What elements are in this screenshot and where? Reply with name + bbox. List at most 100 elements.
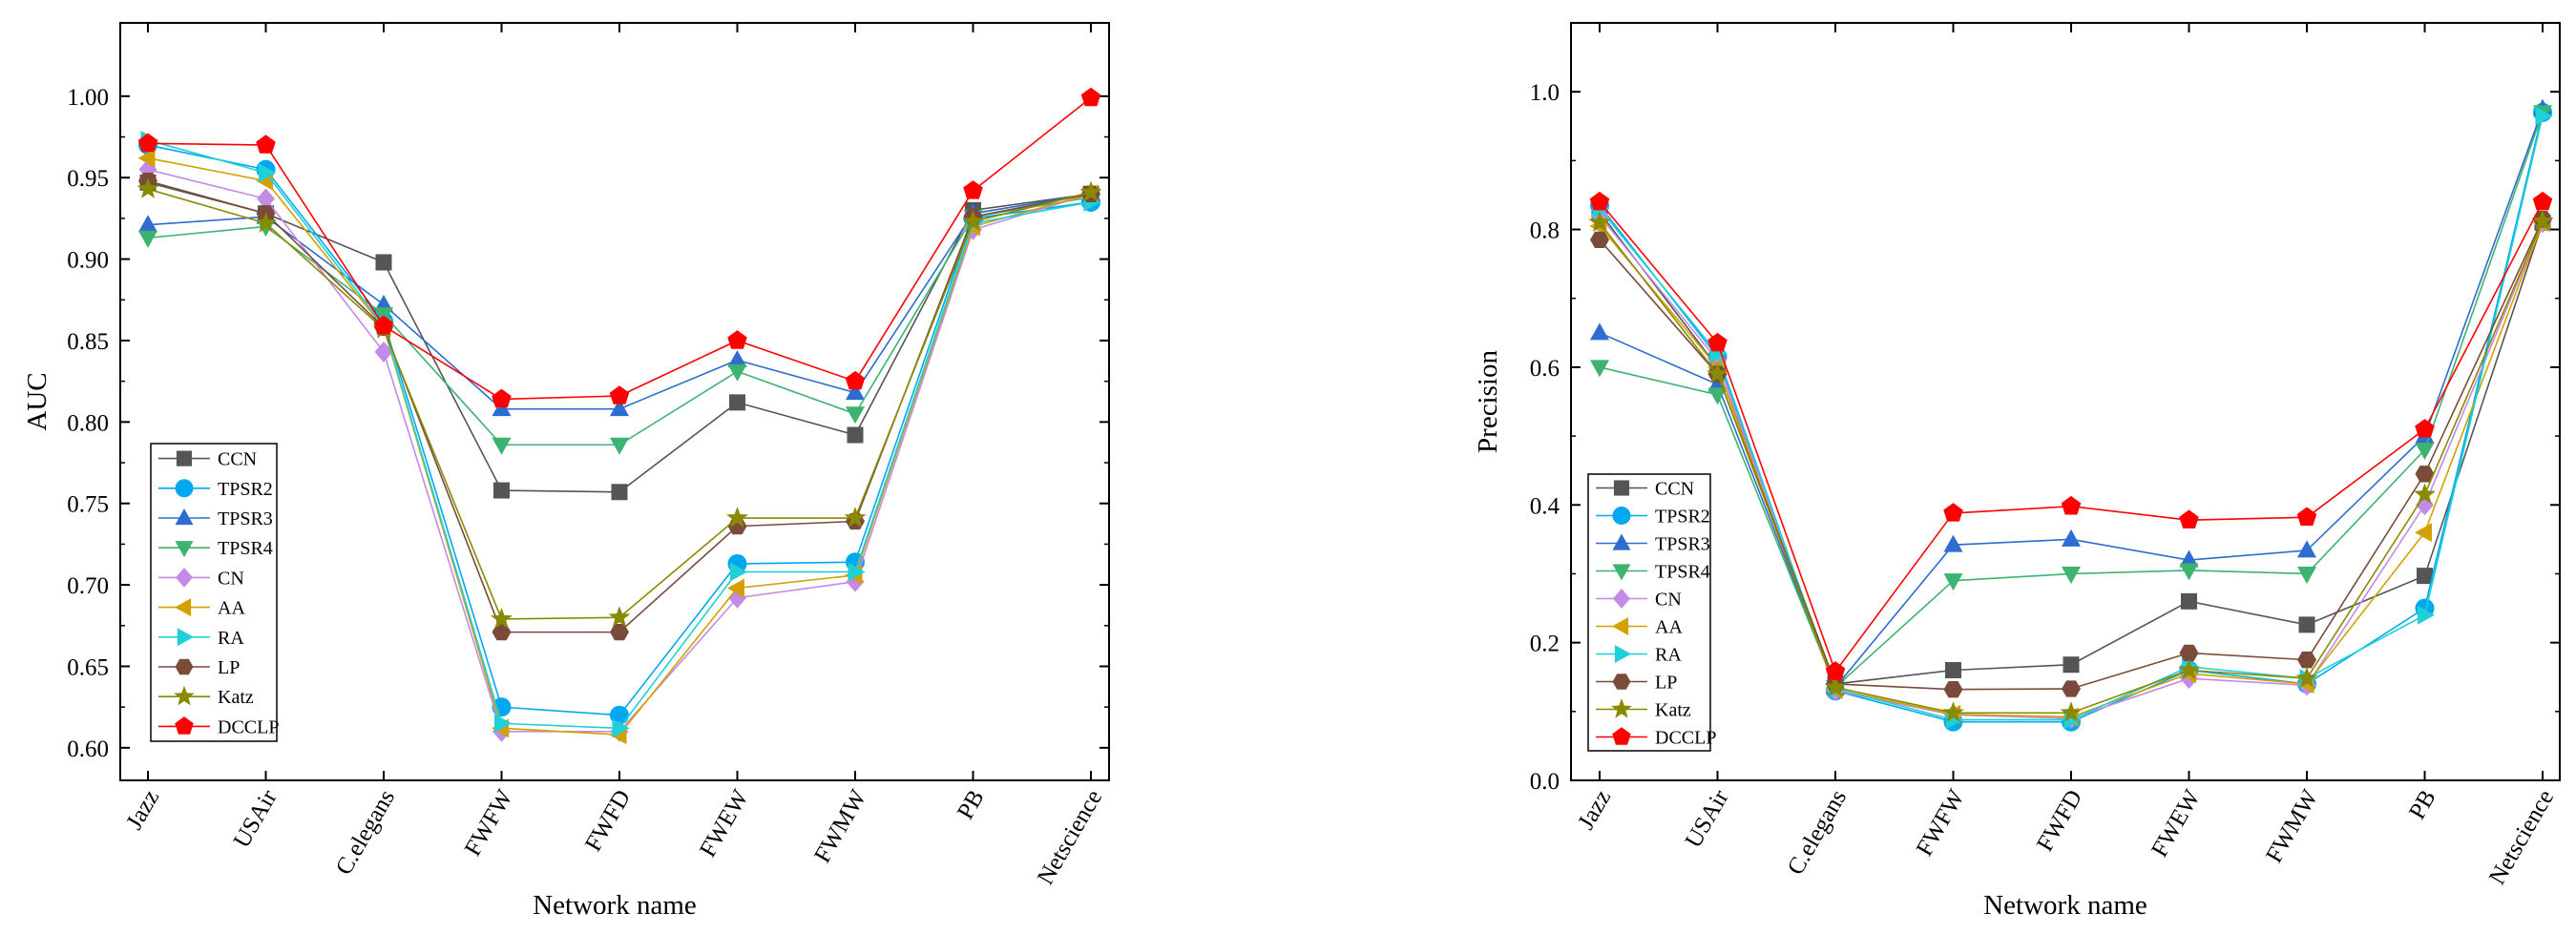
legend-marker bbox=[175, 541, 194, 558]
legend-label: TPSR2 bbox=[1655, 507, 1710, 528]
legend-entry: TPSR4 bbox=[158, 538, 273, 559]
legend-entry: CCN bbox=[1596, 479, 1694, 500]
legend-label: DCCLP bbox=[218, 716, 279, 737]
data-point-ccn bbox=[611, 484, 628, 501]
legend-entry: AA bbox=[158, 598, 245, 619]
data-point-tpsr4 bbox=[727, 363, 747, 382]
data-point-tpsr4 bbox=[1590, 360, 1609, 378]
data-point-aa bbox=[727, 578, 744, 598]
legend-entry: RA bbox=[1596, 645, 1682, 666]
x-tick-label: USAir bbox=[229, 785, 283, 853]
y-tick-label: 0.0 bbox=[1530, 769, 1560, 795]
data-point-tpsr4 bbox=[2297, 566, 2316, 584]
legend-label: CN bbox=[218, 568, 244, 589]
legend-label: LP bbox=[1655, 673, 1677, 694]
legend-marker bbox=[174, 685, 195, 706]
legend-label: RA bbox=[218, 628, 244, 649]
data-point-tpsr4 bbox=[1707, 387, 1728, 405]
data-point-dcclp bbox=[727, 330, 747, 349]
x-tick-label: C.elegans bbox=[331, 786, 400, 880]
data-point-ccn bbox=[2063, 656, 2080, 674]
legend-label: TPSR3 bbox=[218, 508, 273, 529]
x-tick-label: FWFW bbox=[1912, 785, 1970, 860]
data-point-lp bbox=[2062, 680, 2081, 697]
data-point-dcclp bbox=[2532, 191, 2553, 211]
series-line-tpsr3 bbox=[1599, 108, 2544, 690]
data-point-dcclp bbox=[256, 135, 276, 154]
legend-marker bbox=[1612, 507, 1631, 525]
legend-entry: CCN bbox=[158, 449, 257, 470]
series-line-ra bbox=[1599, 115, 2544, 721]
x-tick-label: FWMW bbox=[809, 785, 871, 867]
legend-label: AA bbox=[218, 598, 245, 619]
legend-entry: Katz bbox=[158, 685, 254, 708]
data-point-katz bbox=[1824, 675, 1847, 697]
legend-label: TPSR3 bbox=[1655, 534, 1710, 555]
data-point-katz bbox=[255, 212, 277, 233]
data-point-dcclp bbox=[1825, 661, 1846, 680]
legend-entry: CN bbox=[158, 567, 244, 589]
data-point-katz bbox=[136, 177, 159, 198]
legend-label: CCN bbox=[218, 449, 257, 470]
series-tpsr3 bbox=[1590, 98, 2552, 695]
series-line-tpsr2 bbox=[1599, 112, 2544, 723]
data-point-dcclp bbox=[373, 315, 394, 335]
data-point-dcclp bbox=[1080, 87, 1101, 107]
x-tick-label: Jazz bbox=[121, 786, 164, 835]
plot-frame bbox=[1570, 22, 2561, 781]
legend-entry: Katz bbox=[1596, 698, 1691, 721]
data-point-tpsr3 bbox=[1590, 322, 1609, 341]
legend-marker bbox=[1612, 617, 1629, 635]
data-point-dcclp bbox=[963, 180, 983, 199]
data-point-ccn bbox=[375, 254, 392, 271]
data-point-katz bbox=[2178, 658, 2200, 680]
data-point-katz bbox=[962, 210, 984, 232]
x-axis-title: Network name bbox=[1983, 890, 2147, 921]
data-point-ra bbox=[612, 718, 630, 738]
data-point-lp bbox=[2415, 466, 2435, 483]
legend-entry: RA bbox=[158, 628, 244, 649]
series-line-cn bbox=[1599, 215, 2544, 719]
y-tick-label: 0.70 bbox=[67, 573, 109, 599]
data-point-ra bbox=[2535, 106, 2553, 126]
legend-marker bbox=[1614, 645, 1631, 663]
legend-entry: TPSR4 bbox=[1596, 562, 1710, 583]
data-point-ccn bbox=[729, 394, 745, 411]
data-point-katz bbox=[2531, 209, 2554, 231]
data-point-cn bbox=[374, 341, 393, 363]
legend-entry: TPSR2 bbox=[158, 479, 273, 500]
data-point-katz bbox=[1588, 211, 1611, 233]
x-tick-label: Jazz bbox=[1573, 786, 1616, 835]
x-tick-label: PB bbox=[2404, 786, 2441, 824]
series-line-katz bbox=[1599, 220, 2544, 715]
data-point-ccn bbox=[493, 482, 510, 499]
data-point-dcclp bbox=[137, 133, 158, 153]
legend-marker bbox=[175, 598, 192, 617]
legend: CCN TPSR2 TPSR3 TPSR4 CN AA RA LP Katz DCCLP bbox=[150, 443, 279, 742]
data-point-katz bbox=[726, 507, 748, 528]
legend-marker bbox=[177, 628, 194, 647]
data-point-lp bbox=[492, 623, 512, 641]
data-point-ra bbox=[730, 562, 747, 582]
data-point-dcclp bbox=[1943, 503, 1963, 522]
series-katz bbox=[1588, 209, 2554, 722]
data-point-lp bbox=[2297, 652, 2316, 669]
y-tick-label: 1.0 bbox=[1530, 80, 1560, 106]
data-point-lp bbox=[2179, 644, 2199, 662]
y-tick-label: 0.95 bbox=[67, 166, 109, 192]
legend-label: Katz bbox=[1655, 700, 1691, 721]
data-point-ccn bbox=[847, 426, 864, 444]
data-point-dcclp bbox=[609, 385, 630, 404]
data-point-katz bbox=[1942, 701, 1964, 722]
legend-marker bbox=[1612, 727, 1631, 745]
legend-label: TPSR2 bbox=[218, 479, 273, 500]
legend-entry: DCCLP bbox=[158, 716, 279, 737]
y-tick-label: 0.80 bbox=[67, 410, 109, 436]
data-point-katz bbox=[1707, 363, 1728, 384]
data-point-katz bbox=[2060, 701, 2083, 722]
data-point-tpsr3 bbox=[2062, 529, 2081, 547]
data-point-lp bbox=[610, 623, 629, 641]
data-point-ccn bbox=[2298, 616, 2315, 633]
data-point-tpsr3 bbox=[138, 215, 157, 233]
legend-marker bbox=[175, 508, 194, 526]
